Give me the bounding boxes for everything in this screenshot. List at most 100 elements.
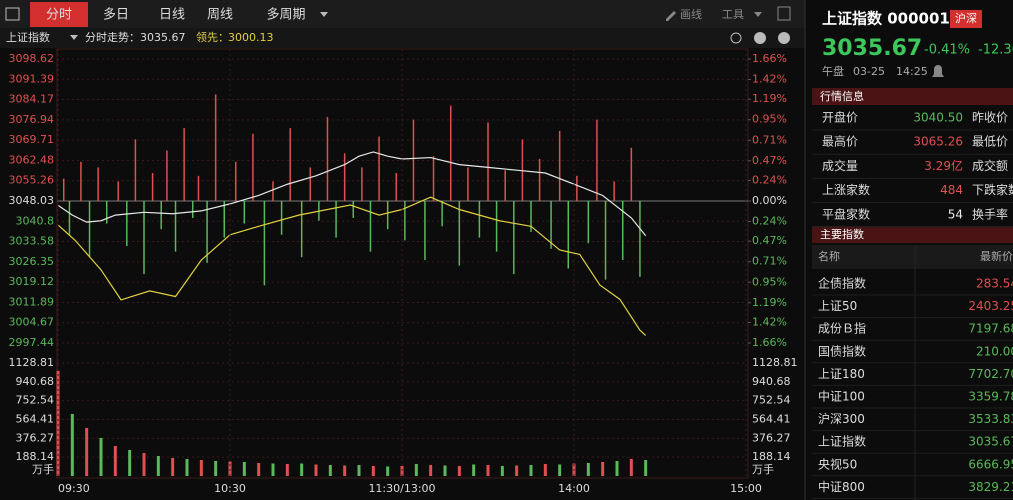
unit-label: 万手 (32, 462, 54, 476)
y-tick-label: 3004.67 (9, 316, 55, 329)
y-tick-label: 752.54 (16, 394, 55, 407)
window-icon[interactable] (777, 6, 791, 21)
volume-bar (558, 464, 562, 476)
header-cell: 名称 (818, 249, 840, 263)
y-tick-label: 564.41 (16, 412, 55, 425)
index-name: 中证800 (818, 479, 865, 494)
y-tick-label: 188.14 (752, 450, 791, 463)
zoom-out-icon[interactable] (778, 32, 790, 44)
line-label: 分时走势： (85, 31, 140, 44)
pct-tick-label: 0.47% (752, 234, 787, 247)
section-bar (812, 226, 1013, 243)
quote-label: 成交量 (822, 158, 858, 173)
volume-bar (529, 464, 533, 476)
pct-tick-label: 0.24% (752, 173, 787, 186)
y-tick-label: 3033.58 (9, 235, 55, 248)
y-tick-label: 3084.17 (9, 93, 55, 106)
volume-bar (128, 449, 132, 476)
volume-bar (171, 457, 175, 476)
volume-bar (328, 464, 332, 476)
badge-bg (950, 10, 982, 28)
quote-label: 下跌家数 (972, 182, 1013, 197)
lead-value: 3000.13 (228, 31, 274, 44)
index-value: 7197.68 (968, 322, 1013, 336)
index-name: 沪深300 (818, 412, 865, 426)
index-name: 企债指数 (818, 276, 866, 291)
pct-tick-label: 0.71% (752, 255, 787, 268)
menu-icon[interactable] (5, 7, 20, 21)
y-tick-label: 940.68 (752, 375, 791, 388)
index-value: 3035.67 (968, 435, 1013, 449)
quote-value: 484 (940, 183, 963, 197)
index-name: 上证指数 (818, 434, 866, 449)
section-title: 行情信息 (820, 89, 864, 103)
volume-bar (601, 461, 605, 476)
dropdown-arrow (70, 35, 78, 40)
index-name: 成份Ｂ指 (818, 321, 866, 336)
volume-bar (314, 464, 318, 476)
session: 午盘 (822, 64, 844, 78)
tab[interactable]: 日线 (159, 8, 185, 23)
quote-price: 3035.67 (822, 36, 922, 61)
pct-tick-label: 1.19% (752, 296, 787, 309)
y-tick-label: 3062.48 (9, 153, 55, 166)
zoom-in-icon[interactable] (754, 32, 766, 44)
index-value: 2403.25 (968, 299, 1013, 313)
volume-bar (414, 463, 418, 476)
index-name: 上证50 (818, 299, 857, 313)
volume-bar (615, 460, 619, 476)
volume-bar (85, 427, 89, 476)
quote-value: 54 (948, 207, 963, 221)
pencil-icon (666, 11, 676, 21)
section-title: 主要指数 (820, 227, 864, 241)
volume-bar (70, 413, 74, 476)
volume-bar (199, 459, 203, 476)
y-tick-label: 188.14 (16, 450, 55, 463)
quote-label: 上涨家数 (822, 182, 870, 197)
volume-bar (644, 459, 648, 476)
y-tick-label: 1128.81 (9, 356, 55, 369)
volume-bar (228, 461, 232, 476)
quote-value: 3040.50 (913, 111, 963, 125)
header-cell: 最新价 (980, 249, 1013, 263)
volume-bar (271, 463, 275, 476)
volume-bar (586, 462, 590, 476)
x-tick-label: 10:30 (214, 482, 246, 495)
quote-change: -12.36 (978, 43, 1013, 58)
volume-bar (142, 452, 146, 476)
index-value: 7702.70 (968, 367, 1013, 381)
quote-label: 最高价 (822, 134, 858, 149)
volume-bar (386, 466, 390, 476)
volume-bar (285, 463, 289, 476)
tool[interactable]: 工具 (722, 8, 744, 21)
bell-icon[interactable] (932, 65, 944, 77)
active-tab[interactable] (30, 2, 88, 27)
section-bar (812, 88, 1013, 105)
volume-bar (56, 370, 60, 476)
y-tick-label: 3098.62 (9, 52, 55, 65)
volume-bar (443, 465, 447, 476)
line-value: 3035.67 (140, 31, 186, 44)
time: 14:25 (896, 65, 928, 78)
volume-bar (214, 460, 218, 476)
y-tick-label: 752.54 (752, 394, 791, 407)
pct-tick-label: 0.47% (752, 154, 787, 167)
quote-label: 昨收价 (972, 111, 1008, 125)
quote-name: 上证指数 000001 (822, 10, 950, 28)
quote-label: 换手率 (972, 206, 1008, 221)
tool[interactable]: 画线 (680, 7, 702, 21)
tab[interactable]: 分时 (46, 8, 72, 23)
tab[interactable]: 多日 (103, 7, 129, 23)
volume-bar (457, 465, 461, 476)
tab[interactable]: 多周期 (266, 7, 305, 23)
refresh-icon[interactable] (730, 32, 742, 44)
pct-tick-label: 0.95% (752, 113, 787, 126)
pct-tick-label: 0.00% (752, 194, 787, 207)
quote-value: 3065.26 (913, 135, 963, 149)
tab[interactable]: 周线 (207, 8, 233, 23)
dropdown-arrow (320, 12, 328, 17)
volume-bar (500, 465, 504, 476)
y-tick-label: 3076.94 (9, 113, 55, 126)
